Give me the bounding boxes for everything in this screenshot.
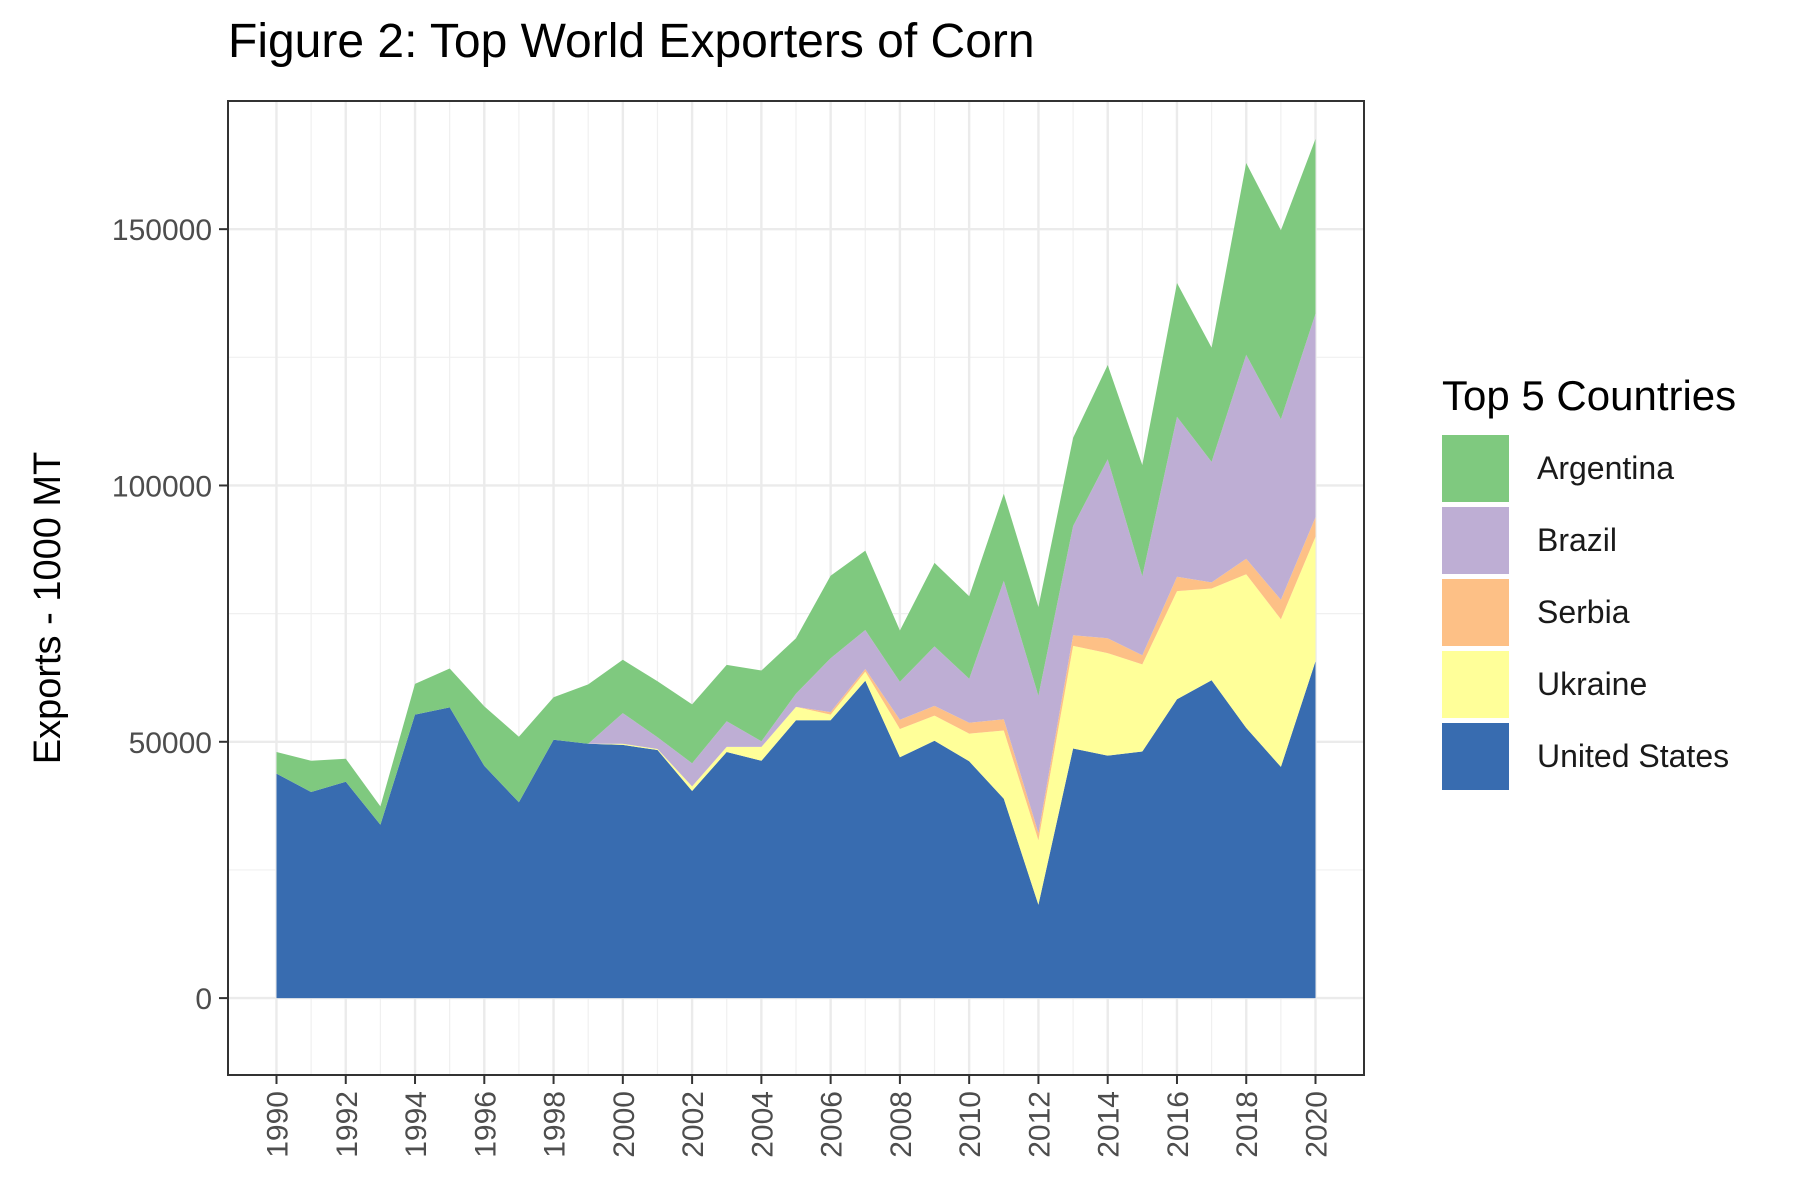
x-tick-label: 2006 [816,1091,849,1158]
x-tick-label: 2012 [1023,1091,1056,1158]
x-tick-label: 2008 [885,1091,918,1158]
area-ukraine [276,536,1316,905]
y-tick-label: 100000 [112,470,212,503]
legend-label-ukraine: Ukraine [1537,665,1648,702]
legend-label-brazil: Brazil [1537,521,1618,558]
stacked-areas [276,138,1316,999]
x-tick-label: 1996 [469,1091,502,1158]
legend-items: Argentina Brazil Serbia Ukraine United State… [1442,432,1736,792]
legend: Top 5 Countries Argentina Brazil Serbia Ukr… [1442,372,1736,792]
x-tick-label: 2004 [746,1091,779,1158]
area-united-states [276,661,1316,999]
legend-key-brazil [1442,506,1509,574]
legend-item-brazil: Brazil [1442,504,1736,576]
legend-key-argentina [1442,434,1509,502]
area-brazil [276,313,1316,833]
legend-title: Top 5 Countries [1442,372,1737,419]
y-axis: 0 50000 100000 150000 [112,214,228,1016]
x-tick-label: 2002 [677,1091,710,1158]
legend-label-united-states: United States [1537,737,1730,774]
x-tick-label: 2020 [1301,1091,1334,1158]
x-tick-label: 1994 [400,1091,433,1158]
legend-key-ukraine [1442,650,1509,718]
x-tick-label: 2018 [1231,1091,1264,1158]
y-axis-title: Exports - 1000 MT [27,452,69,765]
y-tick-label: 50000 [129,727,212,760]
legend-key-serbia [1442,578,1509,646]
chart-title: Figure 2: Top World Exporters of Corn [228,15,1035,68]
x-tick-label: 2014 [1093,1091,1126,1158]
x-tick-label: 1998 [539,1091,572,1158]
x-tick-label: 2000 [608,1091,641,1158]
legend-label-serbia: Serbia [1537,593,1630,630]
legend-item-serbia: Serbia [1442,576,1736,648]
x-tick-label: 1992 [331,1091,364,1158]
plot-panel-border [227,100,1365,1076]
legend-item-united-states: United States [1442,720,1736,792]
x-tick-label: 2010 [954,1091,987,1158]
legend-item-argentina: Argentina [1442,432,1736,504]
legend-key-united-states [1442,722,1509,790]
legend-item-ukraine: Ukraine [1442,648,1736,720]
y-tick-label: 150000 [112,214,212,247]
x-tick-label: 1990 [262,1091,295,1158]
legend-label-argentina: Argentina [1537,449,1674,486]
x-tick-label: 2016 [1162,1091,1195,1158]
y-tick-label: 0 [195,983,212,1016]
area-argentina [276,138,1316,825]
x-axis: 1990 1992 1994 1996 1998 2000 2002 2004 2006 2008… [262,1075,1334,1158]
